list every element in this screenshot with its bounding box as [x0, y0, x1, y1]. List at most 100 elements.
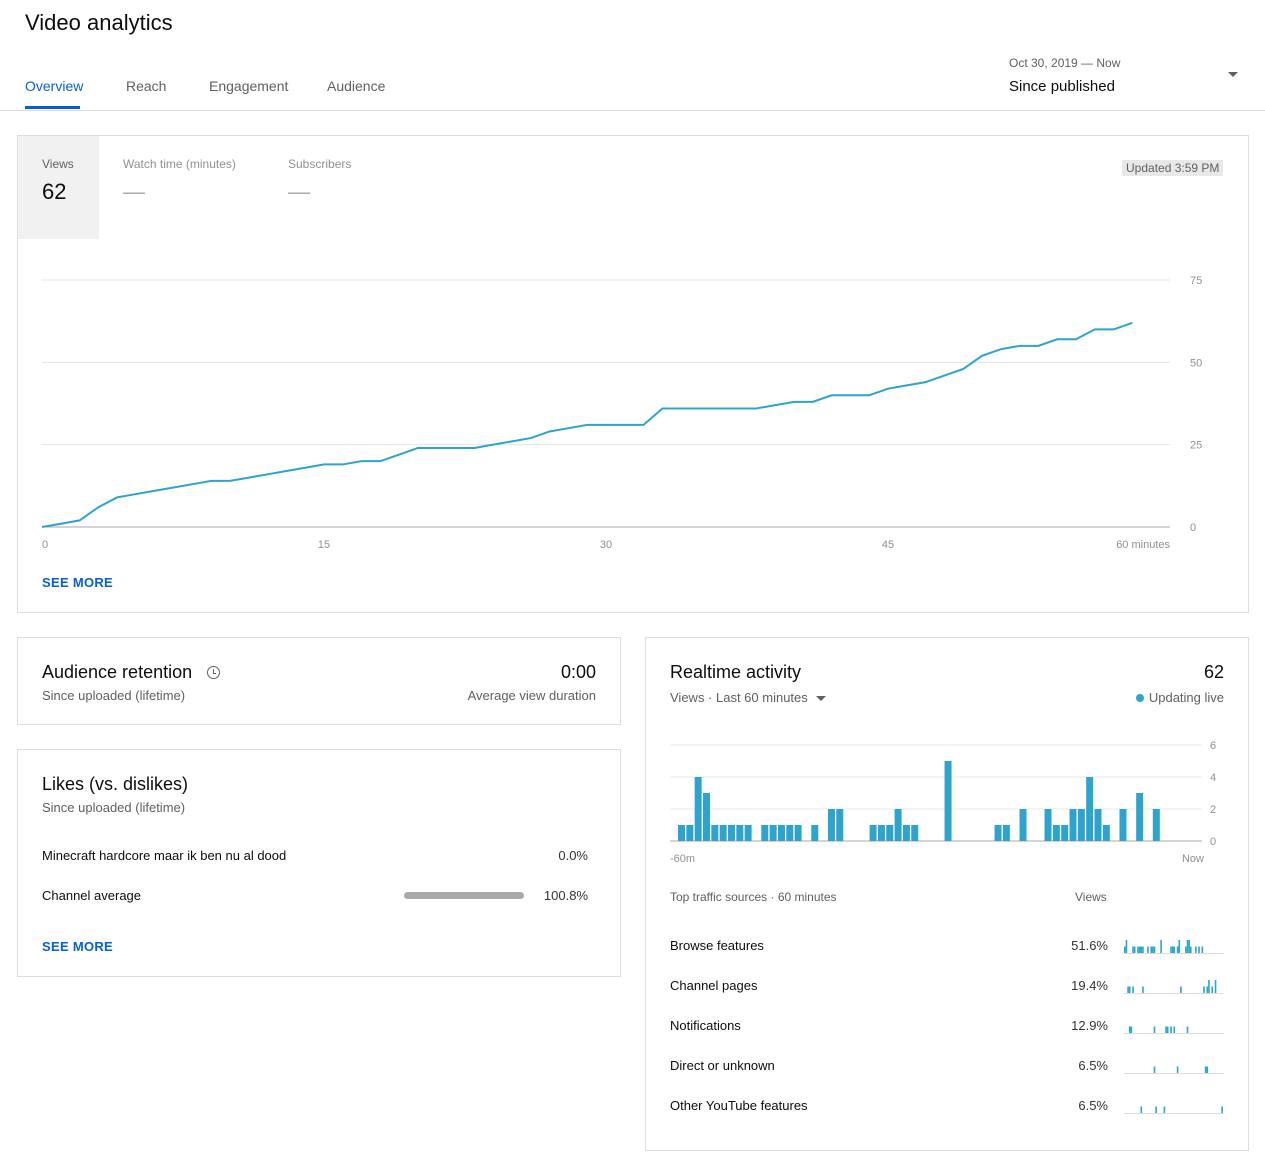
y-tick-label: 2 — [1210, 804, 1216, 816]
traffic-source-label: Other YouTube features — [670, 1098, 808, 1113]
traffic-sparkline — [1124, 1106, 1224, 1114]
x-start-label: -60m — [670, 853, 695, 865]
y-tick-label: 6 — [1210, 740, 1216, 752]
bar — [1052, 825, 1060, 841]
sparkline-bar — [1208, 980, 1210, 993]
overview-card — [17, 135, 1249, 613]
bar — [1061, 825, 1069, 841]
sparkline-bar — [1198, 946, 1200, 953]
sparkline-bar — [1173, 1026, 1176, 1033]
retention-title: Audience retention — [42, 662, 193, 682]
tab-audience[interactable]: Audience — [327, 78, 386, 94]
views-header: Views — [1075, 890, 1107, 904]
bar — [1119, 809, 1127, 841]
sparkline-bar — [1138, 946, 1141, 953]
sparkline-bar — [1203, 986, 1205, 993]
sparkline-bar — [1152, 946, 1154, 953]
sparkline-bar — [1201, 946, 1204, 953]
sparkline-bar — [1163, 1106, 1166, 1113]
y-tick-label: 0 — [1190, 522, 1196, 534]
bar — [994, 825, 1002, 841]
traffic-source-value: 12.9% — [1071, 1018, 1108, 1033]
sparkline-bar — [1132, 986, 1134, 993]
sparkline-bar — [1166, 1026, 1169, 1033]
y-tick-label: 4 — [1210, 772, 1216, 784]
tab-engagement[interactable]: Engagement — [209, 78, 289, 94]
active-tab-indicator — [25, 106, 80, 109]
sparkline-bar — [1221, 1106, 1223, 1113]
bar — [702, 793, 710, 841]
bar — [686, 825, 694, 841]
live-dot-icon — [1135, 694, 1144, 702]
audience-retention-card[interactable] — [17, 637, 621, 725]
bar — [694, 777, 702, 841]
traffic-source-row: Channel pages 19.4% — [670, 978, 1230, 1002]
traffic-source-row: Notifications 12.9% — [670, 1018, 1230, 1042]
sparkline-bar — [1211, 986, 1214, 993]
metric-value: 62 — [42, 179, 67, 204]
chevron-down-icon[interactable] — [1228, 72, 1238, 77]
metric-tab-views[interactable] — [18, 136, 99, 239]
likes-bar-track — [404, 892, 524, 899]
date-range-dates: Oct 30, 2019 — Now — [1009, 56, 1121, 70]
traffic-source-label: Browse features — [670, 938, 764, 953]
sparkline-bar — [1125, 940, 1128, 953]
bar — [911, 825, 919, 841]
sparkline-bar — [1130, 1026, 1133, 1033]
bar — [811, 825, 819, 841]
sparkline-bar — [1153, 946, 1156, 953]
metric-value: — — [123, 179, 145, 204]
sparkline-bar — [1176, 946, 1179, 953]
sparkline-bar — [1132, 946, 1134, 953]
selector-label: Views · Last 60 minutes — [670, 690, 808, 705]
bar — [1019, 809, 1027, 841]
bar — [1086, 777, 1094, 841]
traffic-source-value: 6.5% — [1078, 1098, 1108, 1113]
bar — [894, 809, 902, 841]
traffic-source-label: Channel pages — [670, 978, 758, 993]
retention-subtitle: Since uploaded (lifetime) — [42, 688, 186, 703]
traffic-source-value: 6.5% — [1078, 1058, 1108, 1073]
bar — [744, 825, 752, 841]
sparkline-bar — [1176, 1066, 1179, 1073]
likes-subtitle: Since uploaded (lifetime) — [42, 800, 186, 815]
sparkline-bar — [1140, 946, 1143, 953]
metric-tab-watch-time[interactable]: Watch time (minutes) — [123, 157, 236, 171]
date-range-label[interactable]: Since published — [1009, 78, 1115, 95]
retention-value: 0:00 — [560, 662, 596, 682]
realtime-bar-chart: 0 2 4 6 -60m Now — [670, 740, 1216, 865]
sparkline-bar — [1133, 946, 1136, 953]
tab-overview[interactable]: Overview — [25, 78, 84, 94]
sparkline-bar — [1153, 1066, 1156, 1073]
realtime-title: Realtime activity — [670, 662, 802, 682]
likes-row-value: 0.0% — [558, 848, 588, 863]
sparkline-bar — [1128, 986, 1131, 993]
see-more-link[interactable]: SEE MORE — [42, 939, 114, 954]
sparkline-bar — [1186, 940, 1189, 953]
y-tick-label: 75 — [1190, 275, 1202, 287]
realtime-metric-selector[interactable]: Views · Last 60 minutes — [670, 690, 826, 705]
traffic-source-label: Notifications — [670, 1018, 741, 1033]
bar — [1094, 809, 1102, 841]
tab-reach[interactable]: Reach — [126, 78, 167, 94]
traffic-source-label: Direct or unknown — [670, 1058, 775, 1073]
header-divider — [0, 110, 1265, 111]
clock-icon — [207, 666, 220, 679]
y-tick-label: 0 — [1210, 836, 1216, 848]
sparkline-bar — [1206, 1066, 1209, 1073]
sparkline-bar — [1165, 1026, 1167, 1033]
realtime-total: 62 — [1203, 662, 1224, 682]
traffic-source-row: Browse features 51.6% — [670, 938, 1230, 962]
metric-tab-subscribers[interactable]: Subscribers — [288, 157, 352, 171]
see-more-link[interactable]: SEE MORE — [42, 575, 114, 590]
bar — [761, 825, 769, 841]
bar — [902, 825, 910, 841]
live-status-label: Updating live — [1148, 690, 1224, 705]
bar — [877, 825, 885, 841]
likes-bar-fill — [404, 892, 524, 899]
bar — [827, 809, 835, 841]
bar — [719, 825, 727, 841]
likes-row-label: Minecraft hardcore maar ik ben nu al doo… — [42, 848, 287, 863]
sparkline-bar — [1171, 946, 1174, 953]
sparkline-bar — [1137, 946, 1139, 953]
